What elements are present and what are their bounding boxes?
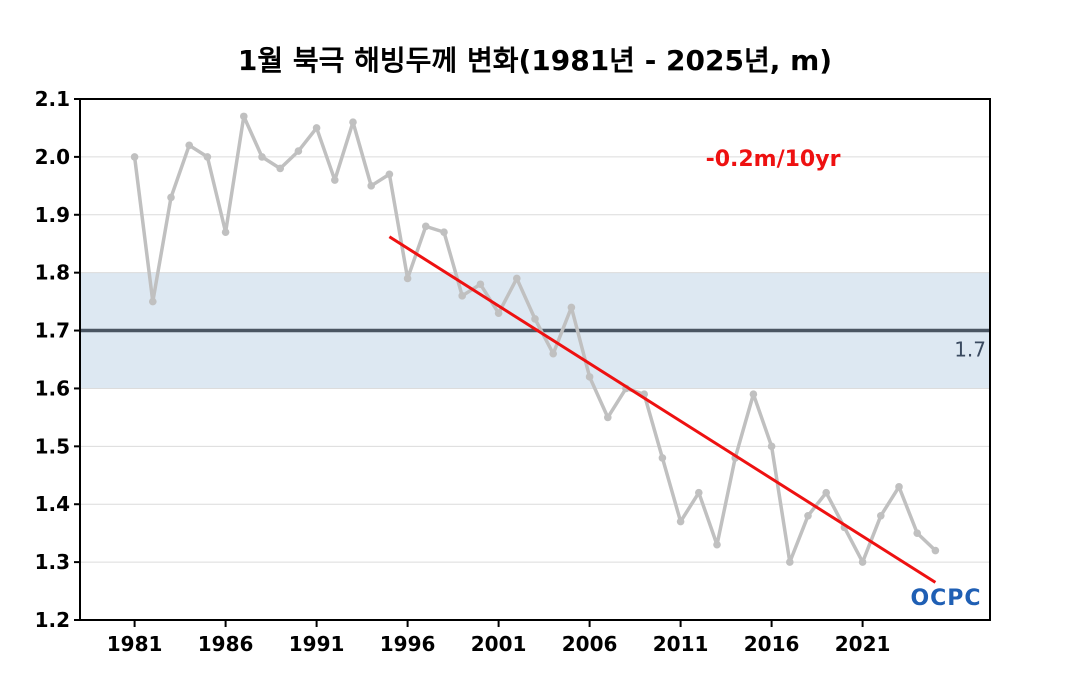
- x-axis-ticks: 1981 1986 1991 1996 2001 2006 2011 2016 2021: [107, 620, 891, 656]
- x-tick-label: 2016: [744, 632, 800, 656]
- ocpc-logo: OCPC: [910, 586, 981, 611]
- data-series: [130, 112, 940, 566]
- trend-line: [388, 235, 937, 584]
- reference-label: 1.7: [954, 338, 986, 362]
- data-point: [221, 228, 230, 236]
- data-point: [695, 488, 703, 497]
- y-tick-label: 1.5: [35, 434, 70, 458]
- data-point: [913, 529, 921, 537]
- chart-title: 1월 북극 해빙두께 변화(1981년 - 2025년, m): [238, 44, 832, 77]
- data-point: [786, 558, 794, 566]
- data-point: [567, 303, 576, 312]
- data-point: [203, 153, 212, 161]
- data-point: [804, 512, 812, 520]
- data-point: [713, 540, 721, 549]
- data-point: [676, 517, 685, 526]
- x-tick-label: 2001: [471, 632, 527, 656]
- data-point: [385, 170, 394, 179]
- data-point: [403, 274, 412, 283]
- y-tick-label: 1.7: [35, 319, 70, 343]
- data-point: [422, 222, 430, 231]
- data-point: [658, 454, 667, 462]
- data-point: [604, 413, 612, 422]
- data-point: [294, 147, 303, 155]
- data-point: [331, 176, 339, 184]
- data-point: [931, 546, 940, 555]
- x-tick-label: 1991: [289, 632, 345, 656]
- data-point: [822, 488, 830, 497]
- data-point: [167, 193, 175, 202]
- data-point: [130, 153, 139, 161]
- x-tick-label: 2011: [653, 632, 709, 656]
- data-point: [185, 141, 193, 150]
- data-point: [240, 112, 248, 121]
- y-tick-label: 2.1: [35, 87, 70, 111]
- y-tick-label: 1.4: [35, 492, 70, 516]
- data-point: [494, 309, 503, 317]
- plot-frame: [79, 98, 991, 621]
- data-point: [440, 228, 448, 236]
- x-tick-label: 2021: [835, 632, 891, 656]
- data-point: [895, 483, 903, 491]
- y-tick-label: 1.3: [35, 550, 70, 574]
- data-point: [349, 118, 357, 126]
- data-point: [367, 182, 376, 190]
- x-tick-label: 2006: [562, 632, 618, 656]
- data-point: [476, 280, 485, 289]
- x-tick-label: 1981: [107, 632, 163, 656]
- data-point: [767, 442, 776, 451]
- data-point: [312, 124, 321, 132]
- data-point: [276, 164, 285, 173]
- data-point: [749, 390, 758, 399]
- data-point: [513, 274, 521, 283]
- y-tick-label: 1.2: [35, 608, 70, 632]
- trend-label: -0.2m/10yr: [706, 147, 841, 172]
- x-tick-label: 1986: [198, 632, 254, 656]
- data-point: [458, 292, 467, 300]
- data-point: [258, 153, 266, 161]
- data-point: [877, 512, 885, 520]
- x-tick-label: 1996: [380, 632, 436, 656]
- y-tick-label: 1.6: [35, 376, 70, 400]
- y-tick-label: 2.0: [35, 145, 70, 169]
- data-point: [858, 558, 867, 566]
- data-point: [585, 373, 594, 381]
- data-point: [149, 297, 157, 306]
- y-tick-label: 1.8: [35, 261, 70, 285]
- y-tick-label: 1.9: [35, 203, 70, 227]
- data-point: [531, 315, 539, 323]
- y-axis-ticks: 1.2 1.3 1.4 1.5 1.6 1.7 1.8 1.9 2.0 2.1: [35, 87, 80, 632]
- data-point: [549, 349, 557, 358]
